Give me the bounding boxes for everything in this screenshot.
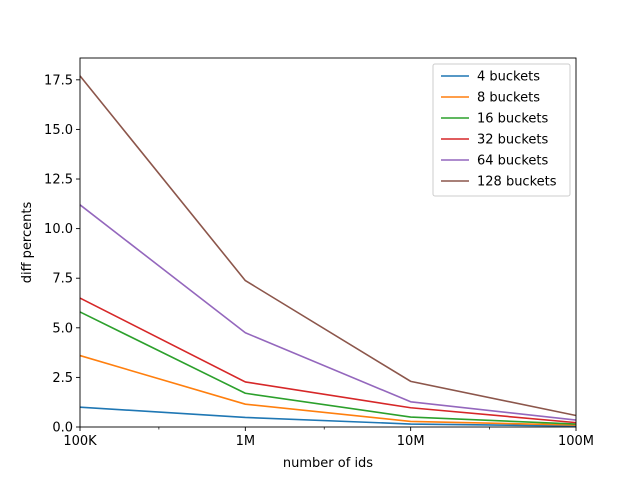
x-tick-label: 1M [236,434,256,449]
legend-label: 128 buckets [477,175,557,190]
y-axis-label: diff percents [20,202,35,284]
plot-frame [79,57,577,428]
legend-label: 32 buckets [477,133,548,148]
y-tick-label: 12.5 [44,173,73,188]
series-line-32-buckets [79,297,577,424]
x-tick-label: 10M [397,434,425,449]
y-tick-label: 0.0 [52,421,73,436]
x-axis-label: number of ids [283,456,373,471]
legend-label: 64 buckets [477,154,548,169]
y-tick-label: 10.0 [44,222,73,237]
legend-label: 4 buckets [477,70,540,85]
y-tick-label: 2.5 [52,371,73,386]
series-line-64-buckets [79,204,577,421]
y-tick-label: 15.0 [44,123,73,138]
x-tick-label: 100M [558,434,594,449]
y-tick-label: 17.5 [44,73,73,88]
x-axis: 100K 1M 10M 100M [63,427,594,449]
series-line-4-buckets [79,406,577,427]
legend: 4 buckets 8 buckets 16 buckets 32 buckets 64… [432,63,571,197]
x-tick-label: 100K [63,434,97,449]
legend-label: 16 buckets [477,112,548,127]
series-lines [79,75,577,427]
series-line-16-buckets [79,311,577,425]
y-axis: 0.0 2.5 5.0 7.5 10.0 12.5 15.0 17.5 [44,73,80,436]
y-tick-label: 5.0 [52,321,73,336]
series-line-8-buckets [79,354,577,426]
y-tick-label: 7.5 [52,272,73,287]
legend-label: 8 buckets [477,91,540,106]
series-line-128-buckets [79,75,577,417]
